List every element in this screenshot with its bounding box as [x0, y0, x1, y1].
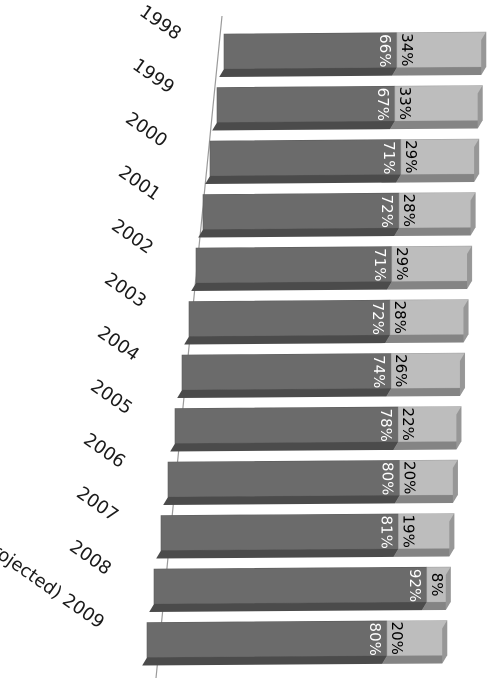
value-label-0-10: 92% — [406, 569, 424, 602]
bar-segment-depth-0-1 — [212, 121, 395, 131]
bar-segment-0-0 — [223, 32, 398, 70]
value-label-1-5: 28% — [391, 301, 409, 334]
bar-segment-depth-1-0 — [392, 67, 486, 76]
bar-segment-0-3 — [202, 192, 400, 230]
bar-end-0 — [481, 32, 486, 75]
bar-end-9 — [449, 513, 455, 557]
bar-end-2 — [474, 139, 479, 182]
bar-segment-depth-1-9 — [393, 548, 455, 557]
value-label-1-11: 20% — [388, 622, 406, 655]
bar-segment-depth-1-2 — [396, 174, 479, 183]
bar-end-1 — [477, 85, 483, 129]
bar-end-7 — [456, 406, 462, 450]
bar-segment-depth-1-4 — [387, 281, 472, 290]
bar-segment-depth-1-11 — [382, 655, 447, 664]
value-label-0-11: 80% — [366, 623, 384, 656]
bar-segment-depth-1-5 — [385, 334, 469, 344]
bar-segment-0-5 — [188, 299, 391, 337]
value-label-0-5: 72% — [369, 302, 387, 335]
bars-layer: 66% 34%67% 33%71% 29%72% 28%71% 29%72% 28%74% 2… — [142, 31, 487, 666]
value-label-1-6: 26% — [392, 354, 410, 387]
bar-segment-0-1 — [216, 85, 396, 123]
bar-segment-0-7 — [174, 406, 399, 444]
value-label-0-9: 81% — [377, 516, 395, 549]
bar-segment-0-9 — [160, 513, 399, 551]
bar-end-10 — [445, 567, 451, 610]
value-label-0-8: 80% — [379, 462, 397, 495]
bar-segment-depth-0-4 — [191, 281, 392, 291]
bar-end-4 — [467, 246, 472, 289]
bar-end-5 — [463, 299, 469, 343]
bar-segment-depth-0-10 — [149, 602, 427, 612]
bar-segment-0-2 — [209, 139, 402, 177]
value-label-0-7: 78% — [377, 409, 395, 442]
bar-segment-depth-0-9 — [156, 548, 399, 559]
bar-segment-depth-0-5 — [184, 335, 391, 345]
category-axis-line — [155, 15, 223, 679]
bar-segment-depth-0-7 — [170, 441, 399, 452]
category-label-0: 1998 — [135, 1, 185, 44]
bar-segment-depth-0-0 — [219, 67, 397, 77]
value-label-0-0: 66% — [376, 34, 394, 67]
bar-segment-0-8 — [167, 460, 401, 498]
value-label-0-6: 74% — [370, 355, 388, 388]
category-label-2: 2000 — [121, 108, 171, 151]
bar-segment-depth-0-2 — [205, 174, 401, 184]
category-label-3: 2001 — [114, 162, 164, 205]
bar-segment-depth-0-8 — [163, 495, 400, 505]
bar-segment-depth-0-11 — [142, 655, 387, 666]
value-label-0-2: 71% — [380, 141, 398, 174]
value-label-1-1: 33% — [396, 87, 414, 120]
value-label-0-4: 71% — [371, 248, 389, 281]
bar-segment-0-4 — [195, 246, 393, 284]
bar-segment-depth-1-8 — [394, 495, 458, 504]
bar-end-3 — [470, 192, 476, 236]
bar-end-11 — [442, 620, 447, 664]
value-label-1-4: 29% — [393, 247, 411, 280]
category-label-10: 2008 — [65, 536, 115, 579]
bar-segment-0-11 — [146, 620, 388, 658]
value-label-1-10: 8% — [428, 573, 446, 597]
category-label-8: 2006 — [79, 429, 129, 472]
value-label-1-3: 28% — [400, 194, 418, 227]
bar-segment-depth-1-7 — [393, 441, 462, 450]
value-label-1-2: 29% — [402, 140, 420, 173]
category-labels: 1998 1999 2000 2001 2002 2003 2004 2005 2006 2007… — [0, 1, 185, 633]
bar-segment-depth-0-6 — [177, 388, 392, 398]
bar-segment-depth-1-6 — [386, 388, 465, 397]
value-label-0-1: 67% — [374, 88, 392, 121]
bar-segment-0-10 — [153, 566, 428, 605]
bar-segment-depth-1-10 — [422, 602, 451, 611]
category-label-6: 2004 — [93, 322, 143, 365]
value-label-1-7: 22% — [399, 408, 417, 441]
value-label-1-9: 19% — [399, 515, 417, 548]
category-label-1: 1999 — [128, 55, 178, 98]
bar-segment-depth-1-3 — [394, 227, 476, 237]
category-label-7: 2005 — [86, 376, 136, 419]
bar-segment-depth-0-3 — [198, 228, 400, 238]
bar-end-8 — [452, 460, 458, 503]
value-label-1-0: 34% — [398, 33, 416, 66]
category-label-5: 2003 — [100, 269, 150, 312]
value-label-1-8: 20% — [401, 461, 419, 494]
category-label-9: 2007 — [72, 483, 122, 526]
bar-end-6 — [459, 353, 465, 396]
bar-segment-0-6 — [181, 353, 392, 391]
value-label-0-3: 72% — [378, 195, 396, 228]
category-label-4: 2002 — [107, 215, 157, 258]
bar-segment-depth-1-1 — [390, 120, 483, 130]
